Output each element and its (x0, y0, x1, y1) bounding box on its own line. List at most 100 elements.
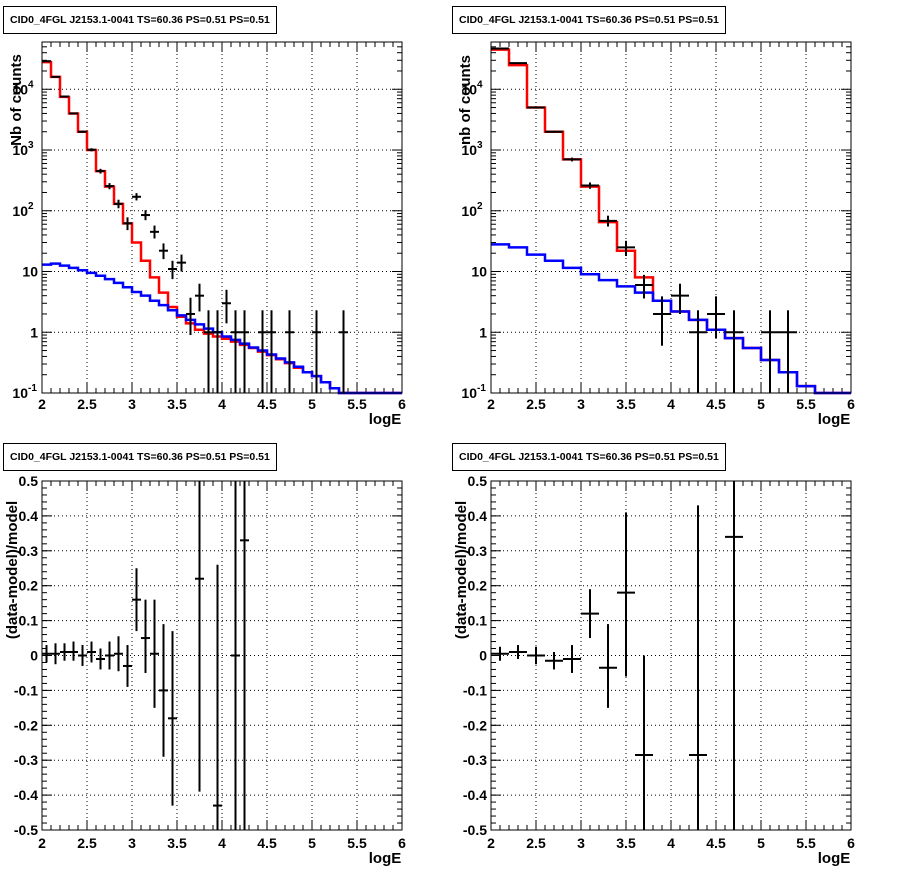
x-tick-label: 4 (667, 835, 675, 851)
x-tick-label: 2.5 (77, 835, 97, 851)
y-tick-label: 10 (461, 203, 477, 219)
y-tick-label: -0.4 (463, 787, 487, 803)
y-tick-exponent: 3 (28, 140, 34, 151)
y-tick-exponent: 2 (477, 201, 483, 212)
x-axis-label: logE (369, 850, 402, 867)
y-tick-exponent: 2 (28, 201, 34, 212)
x-tick-label: 3 (577, 835, 585, 851)
x-tick-label: 3.5 (616, 835, 636, 851)
y-tick-label: 10 (471, 264, 487, 280)
x-tick-label: 2.5 (526, 835, 546, 851)
y-tick-label: 10 (12, 81, 28, 97)
y-tick-label: 10 (461, 81, 477, 97)
x-tick-label: 4 (667, 396, 675, 412)
x-tick-label: 5 (757, 396, 765, 412)
x-axis-label: logE (818, 850, 851, 867)
y-tick-label: -0.3 (463, 752, 487, 768)
component-model-histogram (42, 262, 402, 395)
x-tick-label: 3.5 (167, 396, 187, 412)
y-tick-label: -0.5 (463, 822, 487, 838)
x-tick-label: 2 (38, 835, 46, 851)
y-tick-label: 10 (461, 142, 477, 158)
y-tick-label: -0.2 (463, 717, 487, 733)
chart-panel-3: -0.5 -0.4 -0.3 -0.2 -0.1 0 0.1 0.2 0.3 0.4 0.5 2 2.5… (453, 473, 855, 867)
y-tick-label: 0.1 (19, 613, 39, 629)
x-tick-label: 4 (218, 835, 226, 851)
plot-frame (41, 480, 403, 831)
y-tick-label: 0.5 (19, 473, 39, 489)
y-tick-label: 10 (12, 142, 28, 158)
y-tick-label: 10 (12, 203, 28, 219)
y-tick-label: 0.3 (19, 543, 39, 559)
y-tick-label: 0.2 (468, 578, 488, 594)
total-model-histogram (42, 60, 402, 395)
y-tick-label: 0.2 (19, 578, 39, 594)
x-tick-label: 5.5 (796, 835, 816, 851)
chart-panel-2: -0.5 -0.4 -0.3 -0.2 -0.1 0 0.1 0.2 0.3 0.4 0.5 2 2.5… (4, 473, 406, 867)
x-tick-label: 4 (218, 396, 226, 412)
y-tick-label: 0.5 (468, 473, 488, 489)
y-tick-label: -0.2 (14, 717, 38, 733)
y-tick-label: 0 (30, 648, 38, 664)
y-tick-label: 0.4 (468, 508, 488, 524)
y-tick-exponent: 4 (477, 79, 483, 90)
x-tick-label: 6 (847, 835, 855, 851)
y-tick-exponent: 4 (28, 79, 34, 90)
x-tick-label: 2 (487, 396, 495, 412)
x-tick-label: 3 (128, 835, 136, 851)
x-tick-label: 4.5 (706, 835, 726, 851)
chart-title-bottom-left: CID0_4FGL J2153.1-0041 TS=60.36 PS=0.51 … (3, 443, 277, 471)
x-tick-label: 3 (128, 396, 136, 412)
plot-frame (490, 480, 852, 831)
x-tick-label: 5 (308, 835, 316, 851)
x-tick-label: 6 (847, 396, 855, 412)
x-tick-label: 6 (398, 835, 406, 851)
x-tick-label: 5.5 (347, 835, 367, 851)
x-tick-label: 6 (398, 396, 406, 412)
x-tick-label: 2 (487, 835, 495, 851)
chart-title-top-left: CID0_4FGL J2153.1-0041 TS=60.36 PS=0.51 … (3, 6, 277, 34)
plot-frame (490, 41, 852, 394)
y-axis-label: Nb of counts (8, 54, 25, 146)
y-tick-label: 0.3 (468, 543, 488, 559)
total-model-histogram (491, 48, 851, 395)
x-tick-label: 2 (38, 396, 46, 412)
y-tick-label: -0.1 (14, 682, 38, 698)
y-tick-label: 10 (22, 264, 38, 280)
y-tick-label: 0.4 (19, 508, 39, 524)
x-tick-label: 3.5 (167, 835, 187, 851)
x-tick-label: 5.5 (347, 396, 367, 412)
y-tick-label: 0.1 (468, 613, 488, 629)
x-tick-label: 3.5 (616, 396, 636, 412)
y-tick-label: -0.3 (14, 752, 38, 768)
x-tick-label: 5 (757, 835, 765, 851)
y-tick-label: 1 (479, 324, 487, 340)
x-tick-label: 3 (577, 396, 585, 412)
y-axis-label: (data-model)/model (4, 501, 21, 639)
y-tick-exponent: -1 (28, 383, 37, 394)
x-axis-label: logE (369, 411, 402, 428)
y-tick-exponent: -1 (477, 383, 486, 394)
y-axis-label: nb of counts (457, 55, 474, 145)
chart-title-top-right: CID0_4FGL J2153.1-0041 TS=60.36 PS=0.51 … (452, 6, 726, 34)
x-tick-label: 2.5 (77, 396, 97, 412)
x-tick-label: 5.5 (796, 396, 816, 412)
y-tick-label: -0.5 (14, 822, 38, 838)
x-tick-label: 2.5 (526, 396, 546, 412)
y-tick-label: 10 (461, 385, 477, 401)
y-tick-label: 10 (12, 385, 28, 401)
y-tick-label: -0.4 (14, 787, 38, 803)
component-model-histogram (491, 243, 851, 395)
x-tick-label: 4.5 (257, 835, 277, 851)
plot-frame (41, 41, 403, 394)
x-tick-label: 5 (308, 396, 316, 412)
y-axis-label: (data-model)/model (453, 501, 470, 639)
chart-title-bottom-right: CID0_4FGL J2153.1-0041 TS=60.36 PS=0.51 … (452, 443, 726, 471)
x-tick-label: 4.5 (257, 396, 277, 412)
y-tick-label: 1 (30, 324, 38, 340)
x-tick-label: 4.5 (706, 396, 726, 412)
x-axis-label: logE (818, 411, 851, 428)
y-tick-label: -0.1 (463, 682, 487, 698)
